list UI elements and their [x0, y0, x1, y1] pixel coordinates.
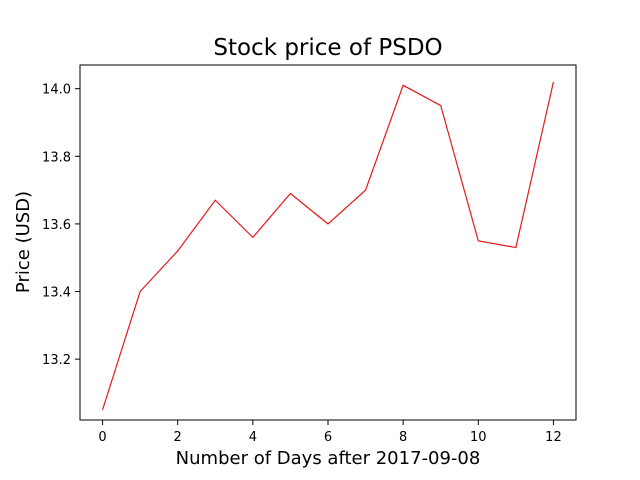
x-axis-label: Number of Days after 2017-09-08	[176, 448, 481, 469]
plot-area	[79, 64, 577, 421]
y-tick-label: 14.0	[42, 83, 71, 98]
x-tick-label: 2	[174, 430, 182, 445]
x-tick-label: 4	[249, 430, 257, 445]
chart-title: Stock price of PSDO	[213, 35, 442, 61]
x-tick-label: 10	[470, 430, 487, 445]
y-tick-label: 13.2	[42, 353, 71, 368]
x-tick-label: 12	[545, 430, 562, 445]
x-tick-label: 8	[399, 430, 407, 445]
x-tick-label: 0	[98, 430, 106, 445]
y-tick-label: 13.6	[42, 218, 71, 233]
x-tick-label: 6	[324, 430, 332, 445]
y-tick-label: 13.8	[42, 150, 71, 165]
series-line	[101, 81, 555, 411]
series-layer	[101, 81, 555, 411]
y-axis: 13.2 13.4 13.6 13.8 14.0	[42, 83, 80, 368]
y-axis-label: Price (USD)	[13, 191, 34, 293]
x-axis: 0 2 4 6 8 10 12	[98, 420, 562, 445]
y-tick-label: 13.4	[42, 286, 71, 301]
